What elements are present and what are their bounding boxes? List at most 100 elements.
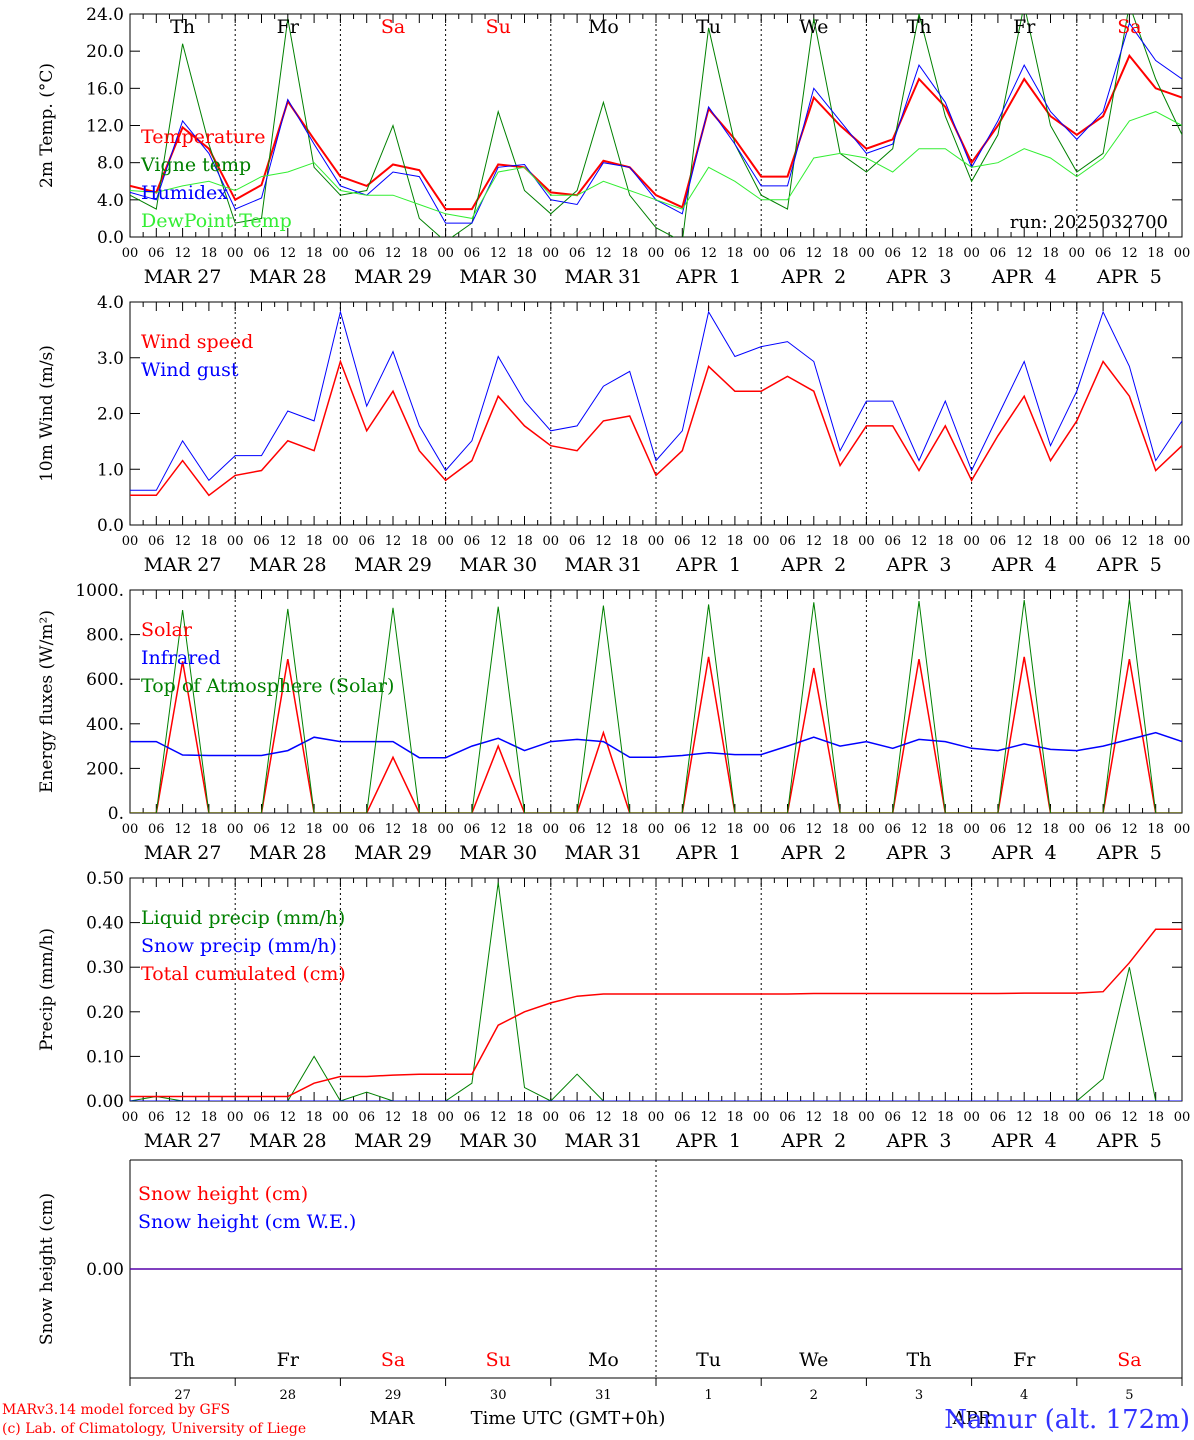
hour-tick-label: 00	[963, 1110, 980, 1125]
hour-tick-label: 06	[779, 822, 796, 837]
date-label: APR 5	[1096, 1130, 1162, 1152]
y-axis-label: Precip (mm/h)	[37, 928, 57, 1051]
date-label: MAR 29	[354, 1130, 432, 1152]
y-tick-label: 20.0	[86, 42, 124, 62]
series-line-temp-1	[130, 14, 1182, 237]
hour-tick-label: 12	[280, 822, 297, 837]
hour-tick-label: 00	[753, 822, 770, 837]
day-number-label: 2	[810, 1388, 818, 1403]
date-label: MAR 28	[249, 842, 327, 864]
date-label: APR 3	[886, 266, 952, 288]
date-label: MAR 29	[354, 554, 432, 576]
date-label: MAR 29	[354, 266, 432, 288]
hour-tick-label: 00	[122, 246, 139, 261]
y-tick-label: 800.	[86, 626, 124, 646]
legend-entry: Liquid precip (mm/h)	[141, 907, 345, 929]
panel-energy: 0. 200. 400. 600. 800. 1000. Energy fluxes (W/…	[37, 581, 1190, 864]
y-tick-label: 0.40	[86, 914, 124, 934]
hour-tick-label: 00	[1069, 822, 1086, 837]
hour-tick-label: 18	[411, 822, 428, 837]
hour-tick-label: 18	[201, 1110, 218, 1125]
date-label: APR 5	[1096, 266, 1162, 288]
date-label: APR 5	[1096, 842, 1162, 864]
hour-tick-label: 18	[306, 246, 323, 261]
hour-tick-label: 12	[806, 822, 823, 837]
hour-tick-label: 18	[832, 1110, 849, 1125]
hour-tick-label: 06	[569, 1110, 586, 1125]
day-of-week-label: Sa	[1117, 16, 1141, 38]
date-label: MAR 30	[459, 266, 537, 288]
hour-tick-label: 18	[727, 1110, 744, 1125]
month-label-mar: MAR	[370, 1408, 415, 1429]
day-of-week-label: Th	[907, 16, 932, 38]
hour-tick-label: 00	[332, 1110, 349, 1125]
hour-tick-label: 12	[700, 246, 717, 261]
date-label: MAR 31	[565, 1130, 643, 1152]
day-number-label: 30	[490, 1388, 507, 1403]
day-of-week-label: Sa	[381, 1349, 405, 1371]
hour-tick-label: 00	[1174, 822, 1191, 837]
hour-tick-label: 18	[832, 246, 849, 261]
hour-tick-label: 12	[174, 1110, 191, 1125]
hour-tick-label: 12	[490, 246, 507, 261]
y-tick-label: 600.	[86, 670, 124, 690]
day-of-week-label: Fr	[1013, 16, 1036, 38]
hour-tick-label: 12	[490, 1110, 507, 1125]
day-number-label: 27	[174, 1388, 191, 1403]
y-axis-label: Energy fluxes (W/m²)	[37, 610, 57, 793]
hour-tick-label: 18	[1042, 246, 1059, 261]
series-line-wind-1	[130, 309, 1182, 491]
day-of-week-label: Fr	[277, 16, 300, 38]
hour-tick-label: 06	[464, 246, 481, 261]
hour-tick-label: 12	[385, 534, 402, 549]
date-label: APR 3	[886, 554, 952, 576]
hour-tick-label: 06	[148, 534, 165, 549]
day-of-week-label: We	[799, 16, 828, 38]
hour-tick-label: 00	[227, 534, 244, 549]
legend-entry: Solar	[141, 619, 193, 641]
hour-tick-label: 12	[385, 822, 402, 837]
y-tick-label: 0.50	[86, 869, 124, 889]
hour-tick-label: 18	[937, 534, 954, 549]
series-line-energy-2	[130, 598, 1182, 813]
hour-tick-label: 00	[437, 246, 454, 261]
legend-entry: Wind gust	[141, 359, 239, 381]
hour-tick-label: 06	[253, 534, 270, 549]
series-line-temp-3	[130, 111, 1182, 219]
date-label: MAR 28	[249, 554, 327, 576]
hour-tick-label: 18	[1147, 822, 1164, 837]
hour-tick-label: 12	[490, 534, 507, 549]
hour-tick-label: 12	[1121, 1110, 1138, 1125]
day-number-label: 1	[704, 1388, 712, 1403]
credit-line-1: MARv3.14 model forced by GFS	[2, 1402, 230, 1418]
hour-tick-label: 18	[1147, 534, 1164, 549]
credit-line-2: (c) Lab. of Climatology, University of L…	[2, 1421, 306, 1437]
hour-tick-label: 00	[332, 534, 349, 549]
hour-tick-label: 06	[884, 1110, 901, 1125]
date-label: APR 2	[780, 266, 846, 288]
hour-tick-label: 00	[1069, 246, 1086, 261]
date-label: APR 1	[675, 266, 741, 288]
hour-tick-label: 18	[1147, 246, 1164, 261]
hour-tick-label: 18	[411, 246, 428, 261]
hour-tick-label: 18	[306, 534, 323, 549]
hour-tick-label: 18	[306, 1110, 323, 1125]
hour-tick-label: 00	[648, 246, 665, 261]
hour-tick-label: 18	[1042, 534, 1059, 549]
hour-tick-label: 12	[595, 1110, 612, 1125]
hour-tick-label: 00	[753, 246, 770, 261]
hour-tick-label: 12	[385, 246, 402, 261]
hour-tick-label: 06	[148, 246, 165, 261]
hour-tick-label: 12	[1121, 534, 1138, 549]
hour-tick-label: 18	[937, 1110, 954, 1125]
hour-tick-label: 00	[858, 1110, 875, 1125]
hour-tick-label: 12	[1121, 246, 1138, 261]
hour-tick-label: 12	[595, 822, 612, 837]
hour-tick-label: 00	[543, 534, 560, 549]
date-label: MAR 30	[459, 842, 537, 864]
legend-entry: Snow height (cm)	[138, 1183, 308, 1205]
series-line-energy-0	[130, 656, 1182, 813]
date-label: APR 4	[991, 266, 1057, 288]
date-label: APR 3	[886, 842, 952, 864]
hour-tick-label: 06	[464, 534, 481, 549]
